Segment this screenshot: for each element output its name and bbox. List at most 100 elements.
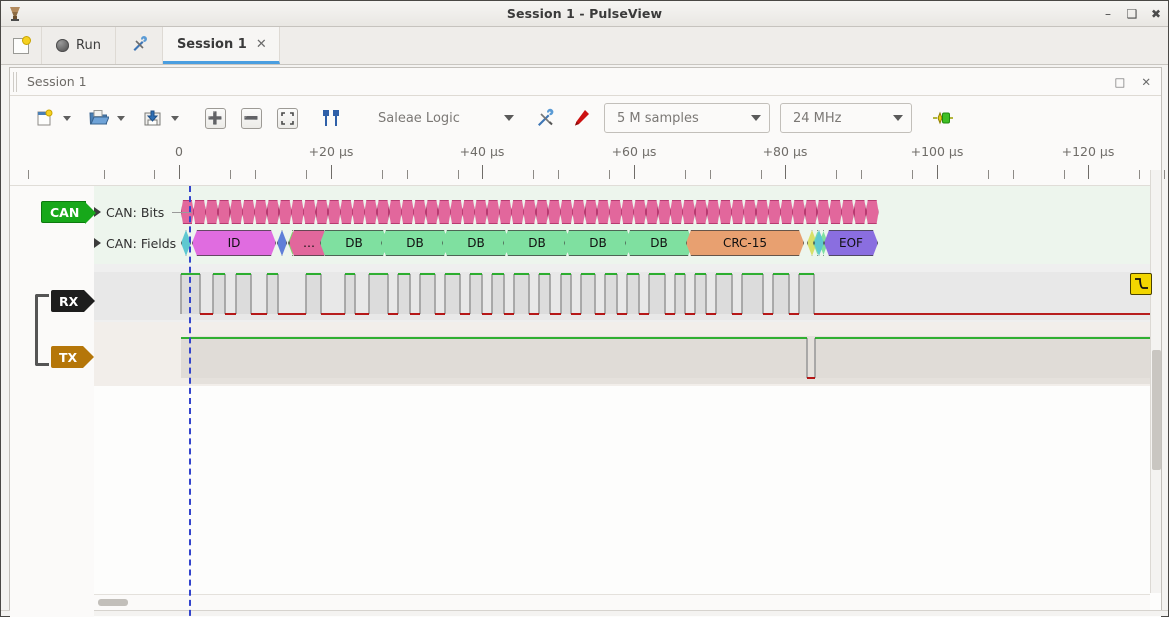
can-bit-cell[interactable]	[707, 200, 720, 224]
can-bit-cell[interactable]	[267, 200, 280, 224]
can-bit-cell[interactable]	[462, 200, 475, 224]
can-field-sof[interactable]	[181, 230, 191, 256]
can-bit-cell[interactable]	[768, 200, 781, 224]
can-field-identifier[interactable]: ID	[192, 230, 276, 256]
can-bit-cell[interactable]	[389, 200, 402, 224]
can-bit-cell[interactable]	[230, 200, 243, 224]
can-bit-cell[interactable]	[487, 200, 500, 224]
new-session-dropdown[interactable]	[58, 105, 76, 131]
can-bit-cell[interactable]	[474, 200, 487, 224]
capture-state-button[interactable]	[930, 105, 956, 131]
can-bit-cell[interactable]	[841, 200, 854, 224]
can-field-ack-slot[interactable]	[814, 230, 824, 256]
vertical-scrollbar-thumb[interactable]	[1152, 350, 1161, 470]
maximize-button[interactable]: ❑	[1126, 7, 1138, 21]
can-bit-cell[interactable]	[854, 200, 867, 224]
can-bit-cell[interactable]	[303, 200, 316, 224]
new-session-icon-button[interactable]	[32, 105, 58, 131]
can-bit-cell[interactable]	[731, 200, 744, 224]
can-bit-cell[interactable]	[829, 200, 842, 224]
can-bit-cell[interactable]	[548, 200, 561, 224]
can-bit-cell[interactable]	[695, 200, 708, 224]
can-bit-cell[interactable]	[316, 200, 329, 224]
falling-edge-trigger-icon[interactable]	[1130, 273, 1152, 295]
can-bit-cell[interactable]	[633, 200, 646, 224]
can-bit-cell[interactable]	[572, 200, 585, 224]
open-file-button[interactable]	[86, 105, 112, 131]
can-bit-cell[interactable]	[426, 200, 439, 224]
can-bit-cell[interactable]	[499, 200, 512, 224]
can-bit-cell[interactable]	[817, 200, 830, 224]
decoder-row-label-fields[interactable]: CAN: Fields	[94, 230, 176, 256]
time-ruler[interactable]: 0 +20 µs +40 µs +60 µs +80 µs +100 µs +120 µs	[10, 140, 1165, 186]
can-field-data-byte-5[interactable]: DB	[625, 230, 693, 256]
can-bit-cell[interactable]	[438, 200, 451, 224]
can-bit-cell[interactable]	[205, 200, 218, 224]
can-field-data-byte-1[interactable]: DB	[381, 230, 449, 256]
can-bit-cell[interactable]	[328, 200, 341, 224]
annotation-row-can-bits[interactable]	[94, 200, 1161, 224]
can-bit-cell[interactable]	[377, 200, 390, 224]
horizontal-scrollbar[interactable]	[94, 594, 1150, 610]
can-bit-cell[interactable]	[609, 200, 622, 224]
can-bit-cell[interactable]	[792, 200, 805, 224]
channel-tag-tx[interactable]: TX	[51, 346, 95, 368]
can-bit-cell[interactable]	[621, 200, 634, 224]
can-bit-cell[interactable]	[364, 200, 377, 224]
save-file-dropdown[interactable]	[166, 105, 184, 131]
zoom-fit-button[interactable]	[274, 105, 300, 131]
show-cursors-button[interactable]	[318, 105, 344, 131]
sample-count-selector[interactable]: 5 M samples	[604, 103, 770, 133]
trigger-probe-button[interactable]	[568, 105, 594, 131]
can-field-eof[interactable]: EOF	[824, 230, 878, 256]
can-bit-cell[interactable]	[536, 200, 549, 224]
rx-waveform[interactable]	[94, 270, 1161, 330]
can-bit-cell[interactable]	[866, 200, 879, 224]
can-bit-cell[interactable]	[340, 200, 353, 224]
new-session-button[interactable]	[1, 27, 42, 64]
can-bit-cell[interactable]	[242, 200, 255, 224]
can-bit-cell[interactable]	[401, 200, 414, 224]
trigger-cursor-line[interactable]	[189, 186, 191, 617]
decoder-name-tag-can[interactable]: CAN	[41, 201, 97, 224]
tx-waveform[interactable]	[94, 334, 1161, 394]
can-bit-cell[interactable]	[279, 200, 292, 224]
zoom-out-button[interactable]: ➖	[238, 105, 264, 131]
can-field-crc-delimiter[interactable]	[807, 230, 817, 256]
can-bit-cell[interactable]	[352, 200, 365, 224]
close-button[interactable]: ✖	[1150, 7, 1162, 21]
can-bit-cell[interactable]	[719, 200, 732, 224]
expander-triangle-icon[interactable]	[94, 238, 101, 248]
horizontal-scrollbar-thumb[interactable]	[98, 599, 128, 606]
open-file-dropdown[interactable]	[112, 105, 130, 131]
can-bit-cell[interactable]	[670, 200, 683, 224]
pane-close-button[interactable]: ✕	[1141, 74, 1151, 89]
minimize-button[interactable]: –	[1105, 7, 1111, 21]
can-field-data-byte-4[interactable]: DB	[564, 230, 632, 256]
can-bit-cell[interactable]	[193, 200, 206, 224]
channel-tag-rx[interactable]: RX	[51, 290, 96, 312]
can-field-data-byte-3[interactable]: DB	[503, 230, 571, 256]
can-bit-cell[interactable]	[743, 200, 756, 224]
can-bit-cell[interactable]	[682, 200, 695, 224]
can-bit-cell[interactable]	[646, 200, 659, 224]
annotation-row-can-fields[interactable]: ID … DB DB DB DB DB DB CRC-15 EOF	[94, 230, 1161, 256]
device-configure-button[interactable]	[532, 105, 558, 131]
pane-restore-button[interactable]: □	[1114, 74, 1126, 89]
sample-rate-selector[interactable]: 24 MHz	[780, 103, 912, 133]
can-bit-cell[interactable]	[218, 200, 231, 224]
can-bit-cell[interactable]	[756, 200, 769, 224]
can-bit-cell[interactable]	[805, 200, 818, 224]
can-bit-cell[interactable]	[291, 200, 304, 224]
run-button[interactable]: Run	[42, 27, 116, 64]
trace-drawing-area[interactable]: ID … DB DB DB DB DB DB CRC-15 EOF	[94, 186, 1161, 617]
can-bit-cell[interactable]	[511, 200, 524, 224]
can-bit-cell[interactable]	[597, 200, 610, 224]
can-bit-cell[interactable]	[560, 200, 573, 224]
vertical-scrollbar[interactable]	[1150, 170, 1161, 593]
save-file-button[interactable]	[140, 105, 166, 131]
can-field-dlc[interactable]: …	[289, 230, 329, 256]
can-bit-cell[interactable]	[523, 200, 536, 224]
expander-triangle-icon[interactable]	[94, 207, 101, 217]
tab-session-1[interactable]: Session 1 ✕	[162, 27, 280, 64]
